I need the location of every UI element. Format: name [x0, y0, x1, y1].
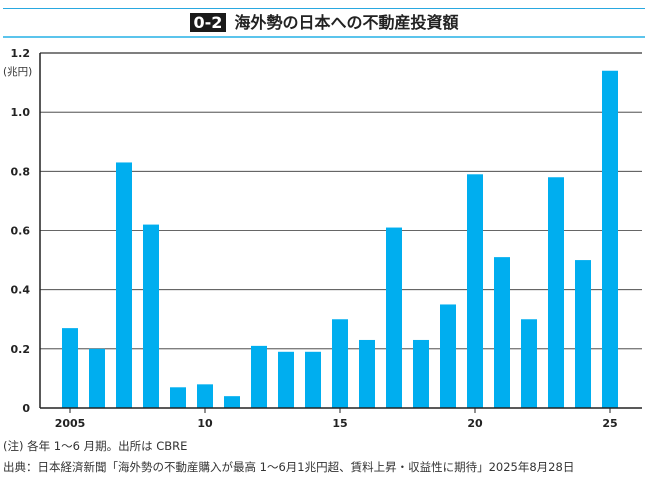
bar-2013	[278, 351, 294, 408]
bar-2010	[197, 384, 213, 408]
bar-2017	[386, 227, 402, 408]
bar-2018	[413, 339, 429, 408]
y-axis-unit: (兆円)	[3, 66, 32, 78]
chart-source: 出典：日本経済新聞「海外勢の不動産購入が最高 1〜6月1兆円超、賃料上昇・収益性…	[3, 460, 575, 474]
y-tick-label: 0.4	[11, 284, 31, 297]
bar-2024	[575, 260, 591, 408]
top-rule	[3, 8, 645, 9]
chart-title: 0-2 海外勢の日本への不動産投資額	[0, 12, 648, 34]
bar-2006	[89, 348, 105, 408]
bar-2021	[494, 257, 510, 408]
x-tick-label: 25	[602, 417, 617, 430]
bar-2011	[224, 396, 240, 408]
y-tick-label: 0.2	[11, 343, 31, 356]
figure-number: 0-2	[189, 13, 227, 32]
bar-2020	[467, 174, 483, 408]
x-tick-label: 15	[332, 417, 347, 430]
y-tick-label: 0	[22, 402, 30, 415]
bar-2005	[62, 328, 78, 408]
title-rule	[3, 36, 645, 38]
y-tick-label: 1.2	[11, 47, 31, 60]
title-text: 海外勢の日本への不動産投資額	[234, 13, 459, 32]
bar-2025	[602, 70, 618, 408]
bar-2023	[548, 177, 564, 408]
bar-2016	[359, 339, 375, 408]
x-tick-label: 20	[467, 417, 483, 430]
bar-2019	[440, 304, 456, 408]
chart-note: (注) 各年 1〜6 月期。出所は CBRE	[3, 439, 188, 453]
bar-2008	[143, 224, 159, 408]
bar-2007	[116, 162, 132, 408]
x-tick-label: 10	[197, 417, 213, 430]
x-tick-label: 2005	[55, 417, 86, 430]
bar-2012	[251, 345, 267, 408]
y-tick-label: 1.0	[11, 106, 31, 119]
bar-2015	[332, 319, 348, 408]
bar-2009	[170, 387, 186, 408]
y-tick-label: 0.8	[11, 165, 31, 178]
bar-2014	[305, 351, 321, 408]
y-tick-label: 0.6	[11, 225, 31, 238]
bar-2022	[521, 319, 537, 408]
